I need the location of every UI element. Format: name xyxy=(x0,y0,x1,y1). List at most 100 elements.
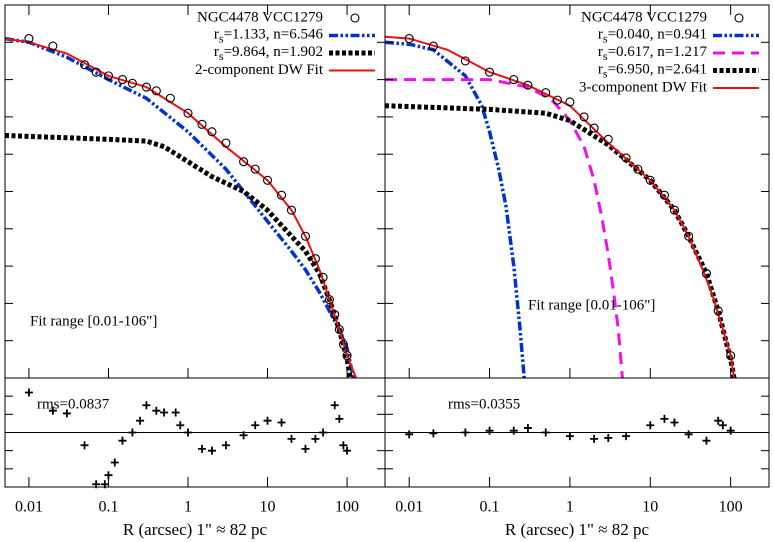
model-curve xyxy=(5,37,358,378)
data-point xyxy=(117,75,128,85)
data-point xyxy=(589,123,599,133)
residual-point xyxy=(590,434,599,443)
residual-point xyxy=(110,458,119,467)
legend-label: rs=9.864, n=1.902 xyxy=(214,44,323,62)
data-point xyxy=(330,310,340,320)
model-curve xyxy=(385,78,624,378)
data-point xyxy=(239,157,249,167)
data-point xyxy=(701,269,712,279)
data-point xyxy=(603,134,613,144)
data-point xyxy=(262,175,273,185)
legend-label: rs=6.950, n=2.641 xyxy=(598,62,707,80)
data-point xyxy=(713,306,723,316)
residual-point xyxy=(714,416,723,425)
residual-point xyxy=(622,432,631,441)
annotation: rms=0.0837 xyxy=(37,396,110,412)
x-tick-label: 10 xyxy=(260,499,276,516)
x-axis-label: R (arcsec) 1" ≈ 82 pc xyxy=(505,520,650,539)
data-point xyxy=(338,339,348,349)
data-point xyxy=(669,205,680,215)
residual-point xyxy=(263,416,272,425)
data-point xyxy=(276,190,287,200)
data-point xyxy=(633,164,643,174)
residual-point xyxy=(541,428,550,437)
residual-point xyxy=(339,441,348,450)
data-point xyxy=(428,41,438,51)
plot-area xyxy=(385,34,737,378)
residual-point xyxy=(670,418,679,427)
x-tick-label: 0.1 xyxy=(98,499,118,516)
residual-point xyxy=(461,428,470,437)
residual-point xyxy=(176,421,185,430)
residual-point xyxy=(24,388,33,397)
residual-point xyxy=(405,430,414,439)
data-point xyxy=(165,93,175,103)
x-tick-label: 1 xyxy=(184,499,192,516)
residual-point xyxy=(62,409,71,418)
model-curve xyxy=(385,40,526,378)
residual-point xyxy=(80,441,89,450)
residual-point xyxy=(565,432,574,441)
data-point xyxy=(552,95,563,105)
data-point xyxy=(334,324,344,335)
legend-label: rs=0.040, n=0.941 xyxy=(598,27,707,45)
panel-frame xyxy=(384,377,770,488)
data-point xyxy=(127,78,137,88)
residual-point xyxy=(726,426,735,435)
x-tick-label: 100 xyxy=(335,499,359,516)
data-point xyxy=(197,119,207,129)
legend-label: 2-component DW Fit xyxy=(195,62,324,78)
residual-point xyxy=(183,428,192,437)
residual-point xyxy=(277,418,286,427)
data-point xyxy=(523,80,533,90)
data-point xyxy=(183,108,193,118)
residual-point xyxy=(171,408,180,417)
data-point xyxy=(250,164,260,174)
residual-point xyxy=(429,429,438,438)
residual-point xyxy=(301,444,310,453)
data-point xyxy=(404,34,414,44)
residual-point xyxy=(319,428,328,437)
data-point xyxy=(310,254,320,264)
data-point xyxy=(460,56,470,66)
data-point xyxy=(579,112,589,122)
residual-point xyxy=(160,408,169,417)
annotation: Fit range [0.01-106"] xyxy=(528,297,655,313)
x-tick-label: 1 xyxy=(566,499,574,516)
x-tick-label: 0.01 xyxy=(15,499,43,516)
data-point xyxy=(91,67,101,77)
residual-point xyxy=(343,446,352,455)
panel-frame xyxy=(384,4,770,379)
data-point xyxy=(300,231,311,241)
x-tick-label: 0.01 xyxy=(395,499,423,516)
model-curve xyxy=(385,35,735,378)
data-point xyxy=(286,205,297,215)
residual-point xyxy=(48,406,57,415)
residual-point xyxy=(485,426,494,435)
residual-point xyxy=(221,441,230,450)
model-curve xyxy=(5,36,356,378)
data-point xyxy=(726,351,736,361)
residual-point xyxy=(335,414,344,423)
residual-point xyxy=(152,406,161,415)
x-tick-label: 10 xyxy=(642,499,658,516)
residual-point xyxy=(684,430,693,439)
residual-point xyxy=(660,414,669,423)
residual-point xyxy=(239,431,248,440)
data-point xyxy=(541,88,551,98)
data-point xyxy=(645,175,655,185)
residual-point xyxy=(207,446,216,455)
residual-point xyxy=(509,426,518,435)
residual-point xyxy=(251,421,260,430)
x-axis-label: R (arcsec) 1" ≈ 82 pc xyxy=(123,520,268,539)
residual-point xyxy=(718,421,727,430)
residual-point xyxy=(646,421,655,430)
data-point xyxy=(565,97,575,107)
residual-point xyxy=(128,428,137,437)
data-point xyxy=(659,190,669,200)
data-point xyxy=(221,138,231,148)
data-point xyxy=(207,127,217,137)
data-point xyxy=(342,351,352,361)
legend-marker xyxy=(350,13,360,23)
